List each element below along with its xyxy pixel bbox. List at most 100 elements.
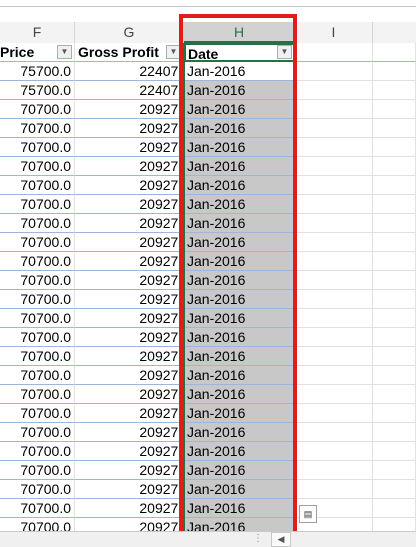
gross-profit-cell[interactable]: 20927.3: [75, 518, 184, 531]
price-cell[interactable]: 70700.0: [0, 290, 75, 309]
gross-profit-cell[interactable]: 20927.3: [75, 404, 184, 423]
empty-cell[interactable]: [373, 461, 416, 480]
empty-cell[interactable]: [373, 271, 416, 290]
empty-cell[interactable]: [295, 214, 373, 233]
price-cell[interactable]: 70700.0: [0, 461, 75, 480]
gross-profit-cell[interactable]: 20927.3: [75, 252, 184, 271]
gross-profit-cell[interactable]: 20927.3: [75, 328, 184, 347]
date-cell[interactable]: Jan-2016: [184, 423, 295, 442]
price-cell[interactable]: 70700.0: [0, 309, 75, 328]
price-cell[interactable]: 70700.0: [0, 157, 75, 176]
empty-cell[interactable]: [373, 518, 416, 531]
date-cell[interactable]: Jan-2016: [184, 442, 295, 461]
empty-cell[interactable]: [373, 252, 416, 271]
empty-cell[interactable]: [373, 214, 416, 233]
price-cell[interactable]: 70700.0: [0, 214, 75, 233]
column-header-h[interactable]: H: [184, 22, 295, 43]
empty-cell[interactable]: [373, 404, 416, 423]
empty-cell[interactable]: [373, 480, 416, 499]
price-cell[interactable]: 70700.0: [0, 442, 75, 461]
gross-profit-cell[interactable]: 20927.3: [75, 176, 184, 195]
header-cell-date[interactable]: Date ▼: [184, 43, 295, 62]
date-cell[interactable]: Jan-2016: [184, 309, 295, 328]
empty-cell[interactable]: [295, 138, 373, 157]
gross-profit-cell[interactable]: 20927.3: [75, 271, 184, 290]
empty-cell[interactable]: [295, 480, 373, 499]
date-cell[interactable]: Jan-2016: [184, 119, 295, 138]
empty-cell[interactable]: [373, 347, 416, 366]
empty-cell[interactable]: [373, 290, 416, 309]
gross-profit-cell[interactable]: 20927.3: [75, 290, 184, 309]
price-cell[interactable]: 70700.0: [0, 233, 75, 252]
gross-profit-cell[interactable]: 20927.3: [75, 214, 184, 233]
empty-cell[interactable]: [373, 176, 416, 195]
empty-cell[interactable]: [295, 366, 373, 385]
price-cell[interactable]: 70700.0: [0, 499, 75, 518]
price-cell[interactable]: 70700.0: [0, 100, 75, 119]
empty-cell[interactable]: [295, 347, 373, 366]
empty-cell[interactable]: [295, 442, 373, 461]
date-cell[interactable]: Jan-2016: [184, 290, 295, 309]
empty-cell[interactable]: [295, 43, 373, 62]
empty-cell[interactable]: [373, 157, 416, 176]
empty-cell[interactable]: [373, 366, 416, 385]
empty-cell[interactable]: [295, 195, 373, 214]
date-cell[interactable]: Jan-2016: [184, 81, 295, 100]
gross-profit-cell[interactable]: 20927.3: [75, 233, 184, 252]
empty-cell[interactable]: [295, 81, 373, 100]
column-header-f[interactable]: F: [0, 22, 75, 43]
price-cell[interactable]: 70700.0: [0, 385, 75, 404]
date-cell[interactable]: Jan-2016: [184, 176, 295, 195]
gross-profit-cell[interactable]: 20927.3: [75, 138, 184, 157]
date-cell[interactable]: Jan-2016: [184, 252, 295, 271]
empty-cell[interactable]: [295, 233, 373, 252]
empty-cell[interactable]: [295, 290, 373, 309]
gross-profit-cell[interactable]: 20927.3: [75, 442, 184, 461]
date-cell[interactable]: Jan-2016: [184, 100, 295, 119]
empty-cell[interactable]: [295, 62, 373, 81]
empty-cell[interactable]: [373, 423, 416, 442]
gross-profit-cell[interactable]: 22407.3: [75, 62, 184, 81]
empty-cell[interactable]: [373, 119, 416, 138]
gross-profit-cell[interactable]: 20927.3: [75, 100, 184, 119]
gross-profit-cell[interactable]: 20927.3: [75, 309, 184, 328]
price-cell[interactable]: 70700.0: [0, 138, 75, 157]
empty-cell[interactable]: [295, 499, 373, 518]
empty-cell[interactable]: [295, 119, 373, 138]
gross-profit-cell[interactable]: 20927.3: [75, 347, 184, 366]
date-cell[interactable]: Jan-2016: [184, 157, 295, 176]
empty-cell[interactable]: [373, 100, 416, 119]
date-cell[interactable]: Jan-2016: [184, 461, 295, 480]
empty-cell[interactable]: [295, 518, 373, 531]
date-cell[interactable]: Jan-2016: [184, 366, 295, 385]
empty-cell[interactable]: [295, 176, 373, 195]
empty-cell[interactable]: [373, 328, 416, 347]
gross-profit-cell[interactable]: 20927.3: [75, 157, 184, 176]
empty-cell[interactable]: [295, 252, 373, 271]
empty-cell[interactable]: [373, 195, 416, 214]
empty-cell[interactable]: [295, 100, 373, 119]
empty-cell[interactable]: [295, 461, 373, 480]
price-cell[interactable]: 70700.0: [0, 195, 75, 214]
price-cell[interactable]: 70700.0: [0, 404, 75, 423]
column-header-i[interactable]: I: [295, 22, 373, 43]
empty-cell[interactable]: [295, 385, 373, 404]
splitter-grip-icon[interactable]: ⋮: [253, 533, 263, 544]
quick-analysis-icon[interactable]: ▤: [299, 505, 317, 523]
price-cell[interactable]: 70700.0: [0, 423, 75, 442]
date-cell[interactable]: Jan-2016: [184, 328, 295, 347]
empty-cell[interactable]: [295, 309, 373, 328]
price-cell[interactable]: 70700.0: [0, 176, 75, 195]
price-cell[interactable]: 70700.0: [0, 347, 75, 366]
price-cell[interactable]: 70700.0: [0, 119, 75, 138]
empty-cell[interactable]: [373, 233, 416, 252]
header-cell-price[interactable]: Price ▼: [0, 43, 75, 62]
empty-cell[interactable]: [373, 43, 416, 62]
date-cell[interactable]: Jan-2016: [184, 385, 295, 404]
gross-profit-cell[interactable]: 20927.3: [75, 195, 184, 214]
empty-cell[interactable]: [295, 328, 373, 347]
price-cell[interactable]: 70700.0: [0, 480, 75, 499]
gross-profit-cell[interactable]: 20927.3: [75, 366, 184, 385]
date-cell[interactable]: Jan-2016: [184, 62, 295, 81]
empty-cell[interactable]: [373, 81, 416, 100]
